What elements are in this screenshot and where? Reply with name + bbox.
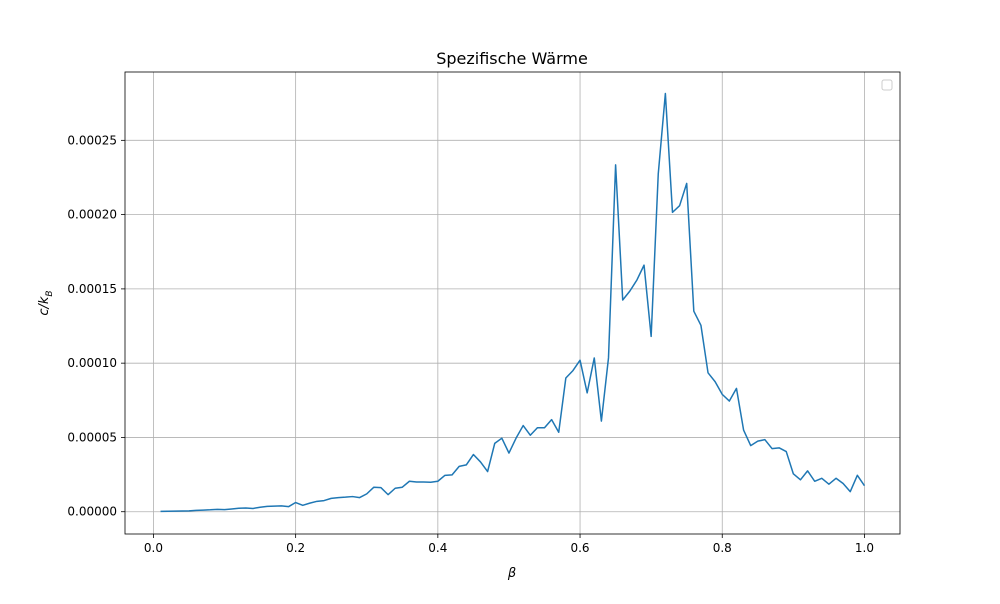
x-tick-label: 0.0 [144,541,163,555]
y-tick-label: 0.00015 [67,282,117,296]
x-axis-ticks: 0.0 0.2 0.4 0.6 0.8 1.0 [144,534,874,555]
x-tick-label: 0.8 [713,541,732,555]
y-tick-label: 0.00010 [67,356,117,370]
plot-frame [124,71,901,535]
series-line [160,92,866,513]
x-tick-label: 0.4 [428,541,447,555]
legend-box [881,79,893,91]
grid [125,72,900,534]
y-tick-label: 0.00000 [67,505,117,519]
x-tick-label: 0.6 [570,541,589,555]
y-axis-ticks: 0.00000 0.00005 0.00010 0.00015 0.00020 0.000… [67,133,125,519]
y-tick-label: 0.00005 [67,430,117,444]
y-axis-label-sub: B [45,290,55,296]
y-axis-label: c/kB [37,290,55,315]
x-tick-label: 1.0 [855,541,874,555]
y-axis-label-main: c/k [37,296,52,316]
x-axis-label: β [507,566,516,581]
y-tick-label: 0.00020 [67,208,117,222]
y-tick-label: 0.00025 [67,133,117,147]
x-tick-label: 0.2 [286,541,305,555]
chart-title: Spezifische Wärme [436,49,588,68]
